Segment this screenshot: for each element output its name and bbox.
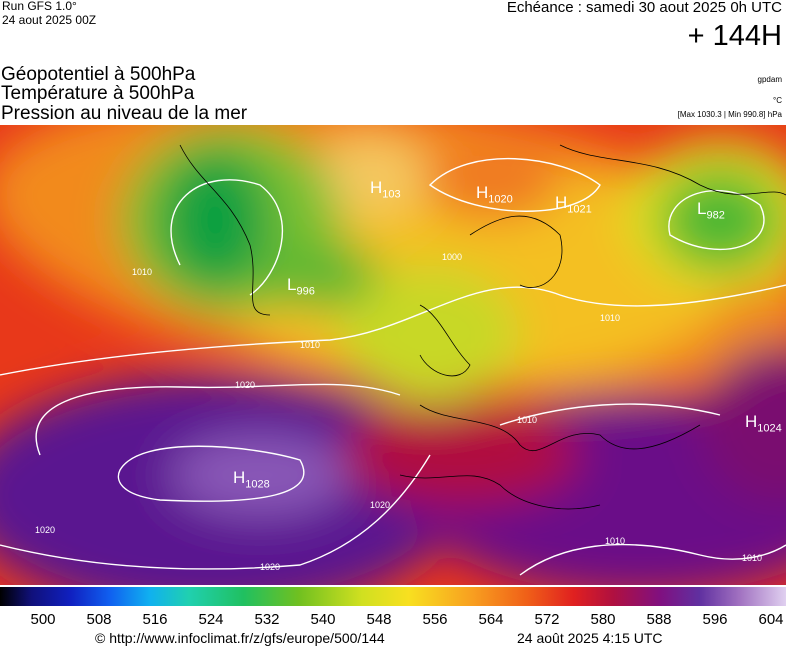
colorbar-label: 564 — [478, 611, 504, 628]
isobar-label: 1010 — [516, 415, 538, 425]
pressure-center: H1020 — [476, 183, 513, 205]
isobar-label: 1020 — [259, 562, 281, 572]
center-letter: L — [287, 275, 297, 294]
colorbar-label: 500 — [30, 611, 56, 628]
colorbar — [0, 587, 786, 606]
field-shading — [0, 125, 786, 585]
valid-time: Echéance : samedi 30 aout 2025 0h UTC — [506, 0, 782, 16]
colorbar-label: 556 — [422, 611, 448, 628]
run-date: 24 aout 2025 00Z — [2, 13, 97, 27]
isobar-label: 1000 — [441, 252, 463, 262]
colorbar-label: 508 — [86, 611, 112, 628]
colorbar-label: 548 — [366, 611, 392, 628]
unit: °C — [773, 96, 782, 105]
generated: 24 août 2025 4:15 UTC — [517, 630, 663, 646]
colorbar-label: 524 — [198, 611, 224, 628]
center-value: 103 — [382, 188, 401, 201]
center-letter: H — [745, 412, 758, 431]
isobar-label: 1010 — [599, 313, 621, 323]
isobar-label: 1010 — [604, 536, 626, 546]
isobar-label: 1020 — [34, 525, 56, 535]
field: Pression au niveau de la mer — [1, 103, 248, 124]
run: Run GFS 1.0° — [2, 0, 77, 13]
colorbar-label: 540 — [310, 611, 336, 628]
field: Température à 500hPa — [1, 83, 195, 104]
center-value: 1028 — [245, 478, 270, 491]
colorbar-label: 516 — [142, 611, 168, 628]
colorbar-label: 604 — [758, 611, 784, 628]
isobar-label: 1010 — [741, 553, 763, 563]
center-value: 1020 — [488, 193, 513, 206]
center-letter: L — [697, 199, 707, 218]
center-letter: H — [476, 183, 489, 202]
unit: [Max 1030.3 | Min 990.8] hPa — [677, 110, 782, 119]
field: Géopotentiel à 500hPa — [1, 64, 196, 85]
isobar-label: 1010 — [131, 267, 153, 277]
isobars — [0, 157, 786, 576]
center-value: 982 — [706, 209, 725, 222]
pressure-center: L996 — [287, 275, 315, 297]
map — [0, 125, 786, 585]
lead-time: + 144H — [687, 20, 782, 52]
isobar-label: 1010 — [299, 340, 321, 350]
pressure-center: H1021 — [555, 193, 592, 215]
center-letter: H — [370, 178, 383, 197]
pressure-center: H1028 — [233, 468, 270, 490]
colorbar-label: 572 — [534, 611, 560, 628]
colorbar-label: 588 — [646, 611, 672, 628]
unit: gpdam — [757, 75, 782, 84]
center-letter: H — [555, 193, 568, 212]
colorbar-label: 532 — [254, 611, 280, 628]
colorbar-label: 580 — [590, 611, 616, 628]
coastlines — [179, 144, 786, 510]
colorbar-label: 596 — [702, 611, 728, 628]
isobar-label: 1020 — [369, 500, 391, 510]
center-value: 1024 — [757, 422, 782, 435]
isobar-label: 1020 — [234, 380, 256, 390]
center-letter: H — [233, 468, 246, 487]
pressure-center: H103 — [370, 178, 401, 200]
pressure-center: H1024 — [745, 412, 782, 434]
center-value: 996 — [296, 285, 315, 298]
center-value: 1021 — [567, 203, 592, 216]
pressure-center: L982 — [697, 199, 725, 221]
source: © http://www.infoclimat.fr/z/gfs/europe/… — [95, 630, 385, 646]
